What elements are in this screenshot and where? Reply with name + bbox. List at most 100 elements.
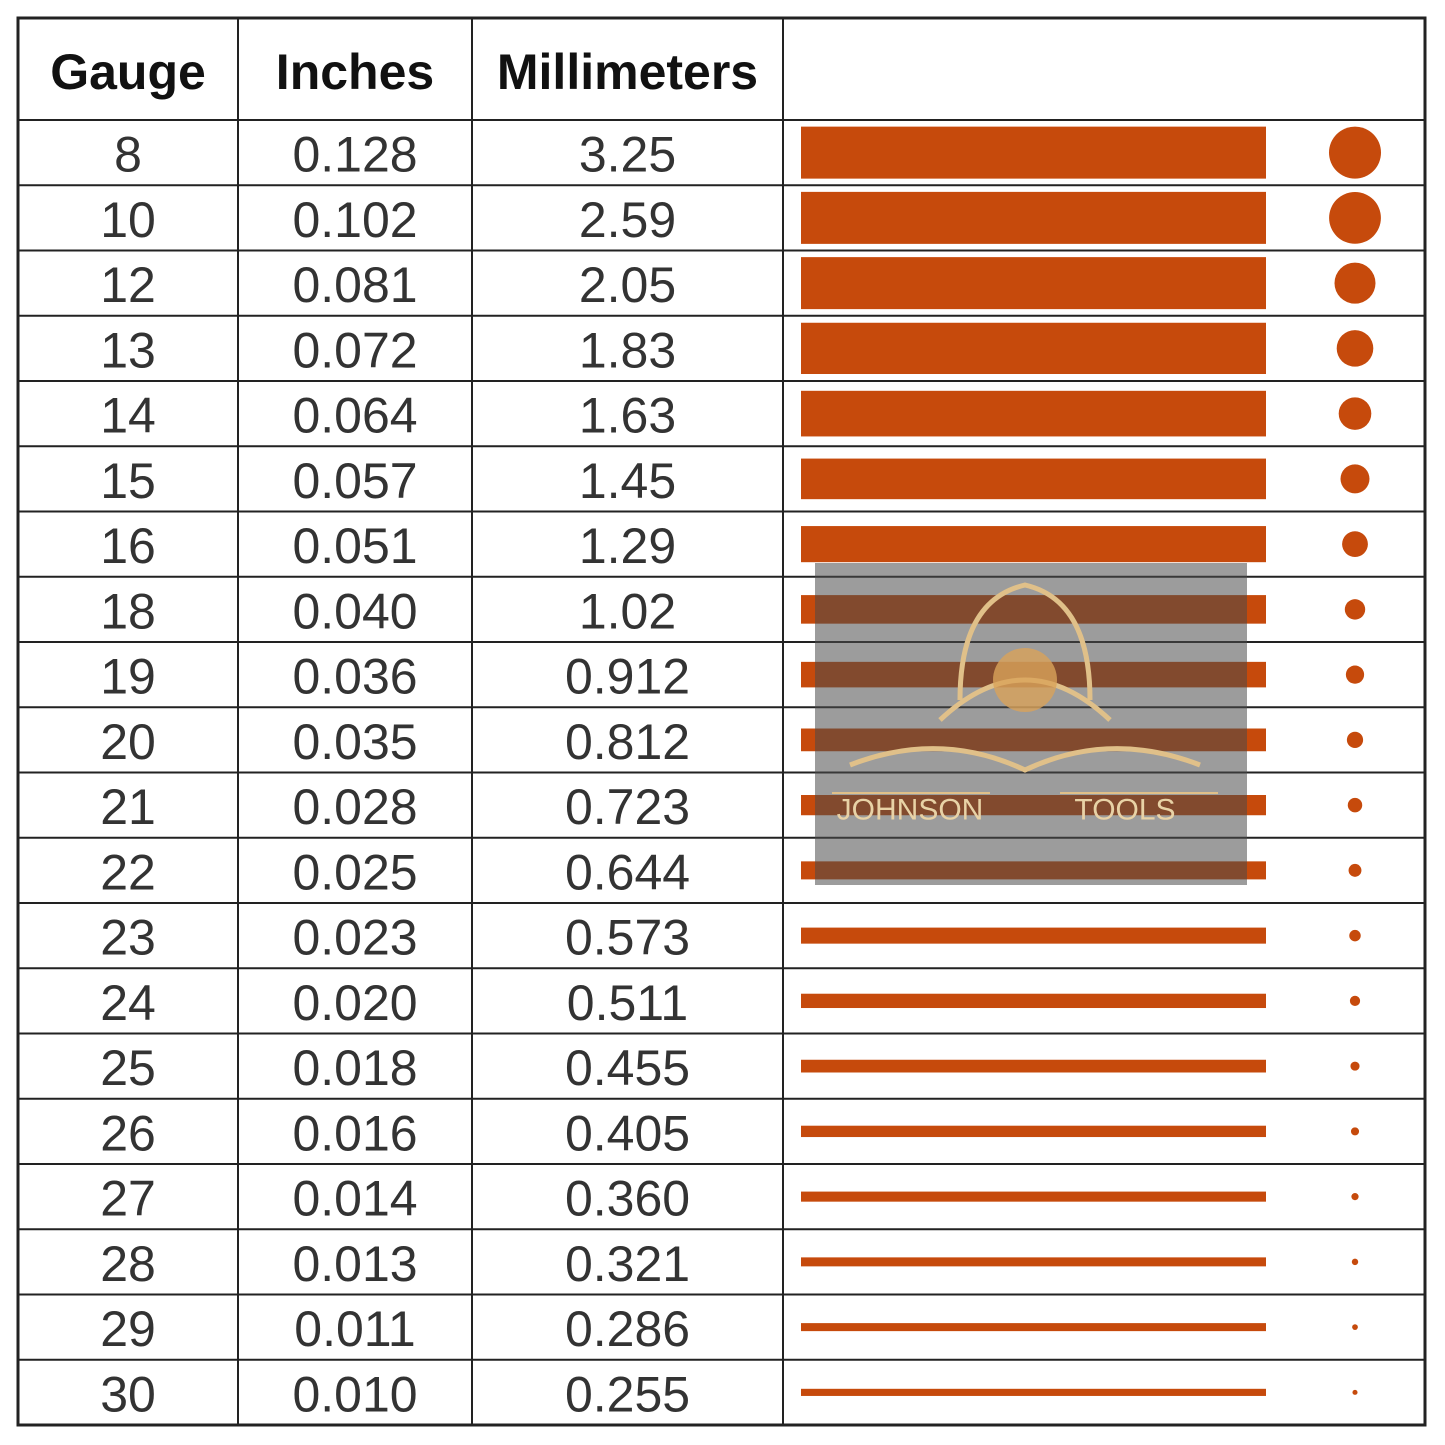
wire-dot bbox=[1351, 1258, 1359, 1266]
wire-bar bbox=[801, 1323, 1266, 1332]
cell: 0.020 bbox=[292, 975, 417, 1031]
wire-bar bbox=[801, 126, 1266, 179]
wire-dot bbox=[1352, 1389, 1358, 1395]
cell: 14 bbox=[100, 388, 156, 444]
cell: 1.63 bbox=[579, 388, 676, 444]
cell: 0.010 bbox=[292, 1366, 417, 1422]
cell: 0.035 bbox=[292, 714, 417, 770]
cell: 28 bbox=[100, 1236, 156, 1292]
cell: 21 bbox=[100, 779, 156, 835]
wire-bar bbox=[801, 1257, 1266, 1267]
cell: 0.025 bbox=[292, 844, 417, 900]
wire-bar bbox=[801, 191, 1266, 244]
cell: 2.59 bbox=[579, 192, 676, 248]
wire-dot bbox=[1344, 599, 1366, 620]
wire-bar bbox=[801, 1059, 1266, 1073]
cell: 16 bbox=[100, 518, 156, 574]
cell: 23 bbox=[100, 910, 156, 966]
cell: 29 bbox=[100, 1301, 156, 1357]
cell: 12 bbox=[100, 257, 156, 313]
cell: 1.83 bbox=[579, 322, 676, 378]
cell: 0.014 bbox=[292, 1171, 417, 1227]
cell: 0.018 bbox=[292, 1040, 417, 1096]
cell: 18 bbox=[100, 583, 156, 639]
cell: 0.455 bbox=[565, 1040, 690, 1096]
cell: 30 bbox=[100, 1366, 156, 1422]
cell: 0.013 bbox=[292, 1236, 417, 1292]
cell: 0.081 bbox=[292, 257, 417, 313]
column-header: Millimeters bbox=[497, 44, 758, 100]
cell: 15 bbox=[100, 453, 156, 509]
wire-bar bbox=[801, 390, 1266, 437]
wire-dot bbox=[1340, 464, 1370, 494]
wire-dot bbox=[1345, 665, 1365, 684]
cell: 0.072 bbox=[292, 322, 417, 378]
watermark-box bbox=[815, 563, 1247, 885]
wire-bar bbox=[801, 1125, 1266, 1138]
cell: 0.040 bbox=[292, 583, 417, 639]
wire-dot bbox=[1352, 1324, 1358, 1330]
wire-dot bbox=[1350, 1061, 1360, 1071]
cell: 0.511 bbox=[567, 975, 688, 1031]
wire-dot bbox=[1334, 262, 1376, 304]
wire-dot bbox=[1351, 1193, 1359, 1201]
cell: 24 bbox=[100, 975, 156, 1031]
cell: 25 bbox=[100, 1040, 156, 1096]
cell: 0.405 bbox=[565, 1105, 690, 1161]
cell: 0.064 bbox=[292, 388, 417, 444]
wire-bar bbox=[801, 1191, 1266, 1202]
cell: 10 bbox=[100, 192, 156, 248]
column-header: Gauge bbox=[50, 44, 206, 100]
wire-bar bbox=[801, 927, 1266, 944]
wire-bar bbox=[801, 993, 1266, 1009]
cell: 27 bbox=[100, 1171, 156, 1227]
wire-dot bbox=[1347, 797, 1363, 813]
cell: 0.321 bbox=[565, 1236, 690, 1292]
watermark: JOHNSON TOOLS bbox=[815, 563, 1247, 885]
cell: 2.05 bbox=[579, 257, 676, 313]
wire-dot bbox=[1342, 531, 1368, 558]
cell: 0.051 bbox=[292, 518, 417, 574]
wire-dot bbox=[1348, 863, 1362, 877]
cell: 26 bbox=[100, 1105, 156, 1161]
cells: Gauge Inches Millimeters 8 0.128 3.25 10 0.102 2… bbox=[50, 44, 758, 1422]
cell: 0.028 bbox=[292, 779, 417, 835]
wire-bar bbox=[801, 322, 1266, 374]
cell: 20 bbox=[100, 714, 156, 770]
column-header: Inches bbox=[276, 44, 434, 100]
cell: 1.02 bbox=[579, 583, 676, 639]
wire-dot bbox=[1346, 731, 1364, 748]
wire-dot bbox=[1329, 126, 1381, 179]
cell: 8 bbox=[114, 127, 142, 183]
wire-dot bbox=[1350, 1127, 1360, 1136]
cell: 0.644 bbox=[565, 844, 690, 900]
cell: 0.011 bbox=[294, 1301, 415, 1357]
cell: 3.25 bbox=[579, 127, 676, 183]
cell: 13 bbox=[100, 322, 156, 378]
watermark-lion bbox=[993, 648, 1057, 712]
cell: 0.255 bbox=[565, 1366, 690, 1422]
cell: 0.360 bbox=[565, 1171, 690, 1227]
wire-bar bbox=[801, 257, 1266, 310]
cell: 0.016 bbox=[292, 1105, 417, 1161]
wire-dot bbox=[1336, 330, 1374, 367]
cell: 1.45 bbox=[579, 453, 676, 509]
grid bbox=[18, 18, 1425, 1425]
wire-bar bbox=[801, 458, 1266, 500]
cell: 0.812 bbox=[565, 714, 690, 770]
cell: 0.912 bbox=[565, 649, 690, 705]
wire-dot bbox=[1338, 397, 1372, 430]
cell: 0.286 bbox=[565, 1301, 690, 1357]
wire-bar bbox=[801, 1388, 1266, 1396]
watermark-text: TOOLS bbox=[1074, 794, 1175, 827]
cell: 0.128 bbox=[292, 127, 417, 183]
cell: 19 bbox=[100, 649, 156, 705]
wire-dot bbox=[1329, 191, 1381, 244]
cell: 0.057 bbox=[292, 453, 417, 509]
wire-dot bbox=[1349, 995, 1361, 1006]
cell: 0.102 bbox=[292, 192, 417, 248]
cell: 0.036 bbox=[292, 649, 417, 705]
cell: 0.023 bbox=[292, 910, 417, 966]
